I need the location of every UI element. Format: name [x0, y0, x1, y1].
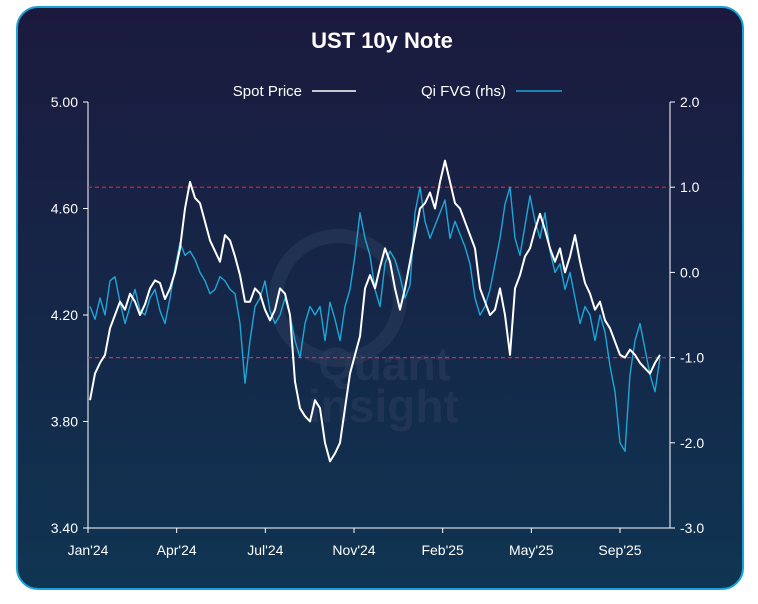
series-lines	[89, 159, 661, 463]
watermark-line-2: insight	[308, 380, 459, 432]
chart-card: UST 10y Note Spot Price Qi FVG (rhs) Qua…	[16, 6, 744, 590]
left-tick-label: 3.40	[51, 520, 78, 536]
axes: 3.40 3.80 4.20 4.60 5.00 -3.0 -2.0 -1.0 0.0 1.0 2.…	[51, 94, 705, 558]
watermark-line-1: Quant	[318, 338, 451, 390]
left-tick-label: 4.20	[51, 307, 78, 323]
left-tick-label: 3.80	[51, 414, 78, 430]
reference-lines	[88, 186, 670, 359]
x-tick-label: Nov'24	[332, 542, 375, 558]
right-tick-label: -1.0	[680, 350, 704, 366]
x-tick-label: Jul'24	[247, 542, 283, 558]
x-tick-label: Apr'24	[157, 542, 197, 558]
legend-label-spot-price: Spot Price	[233, 83, 302, 100]
quant-insight-watermark: Quant insight	[269, 229, 459, 432]
right-tick-label: -2.0	[680, 435, 704, 451]
chart-title: UST 10y Note	[311, 28, 453, 53]
legend-label-qi-fvg: Qi FVG (rhs)	[421, 83, 506, 100]
right-tick-label: 2.0	[680, 94, 700, 110]
x-tick-label: May'25	[509, 542, 554, 558]
chart-svg: UST 10y Note Spot Price Qi FVG (rhs) Qua…	[51, 28, 705, 558]
left-tick-label: 5.00	[51, 94, 78, 110]
spot-price-line	[89, 159, 661, 463]
x-tick-label: Feb'25	[421, 542, 464, 558]
right-tick-label: 1.0	[680, 179, 700, 195]
x-tick-label: Sep'25	[598, 542, 641, 558]
right-tick-label: 0.0	[680, 264, 700, 280]
left-tick-label: 4.60	[51, 201, 78, 217]
x-tick-label: Jan'24	[68, 542, 109, 558]
right-tick-label: -3.0	[680, 520, 704, 536]
